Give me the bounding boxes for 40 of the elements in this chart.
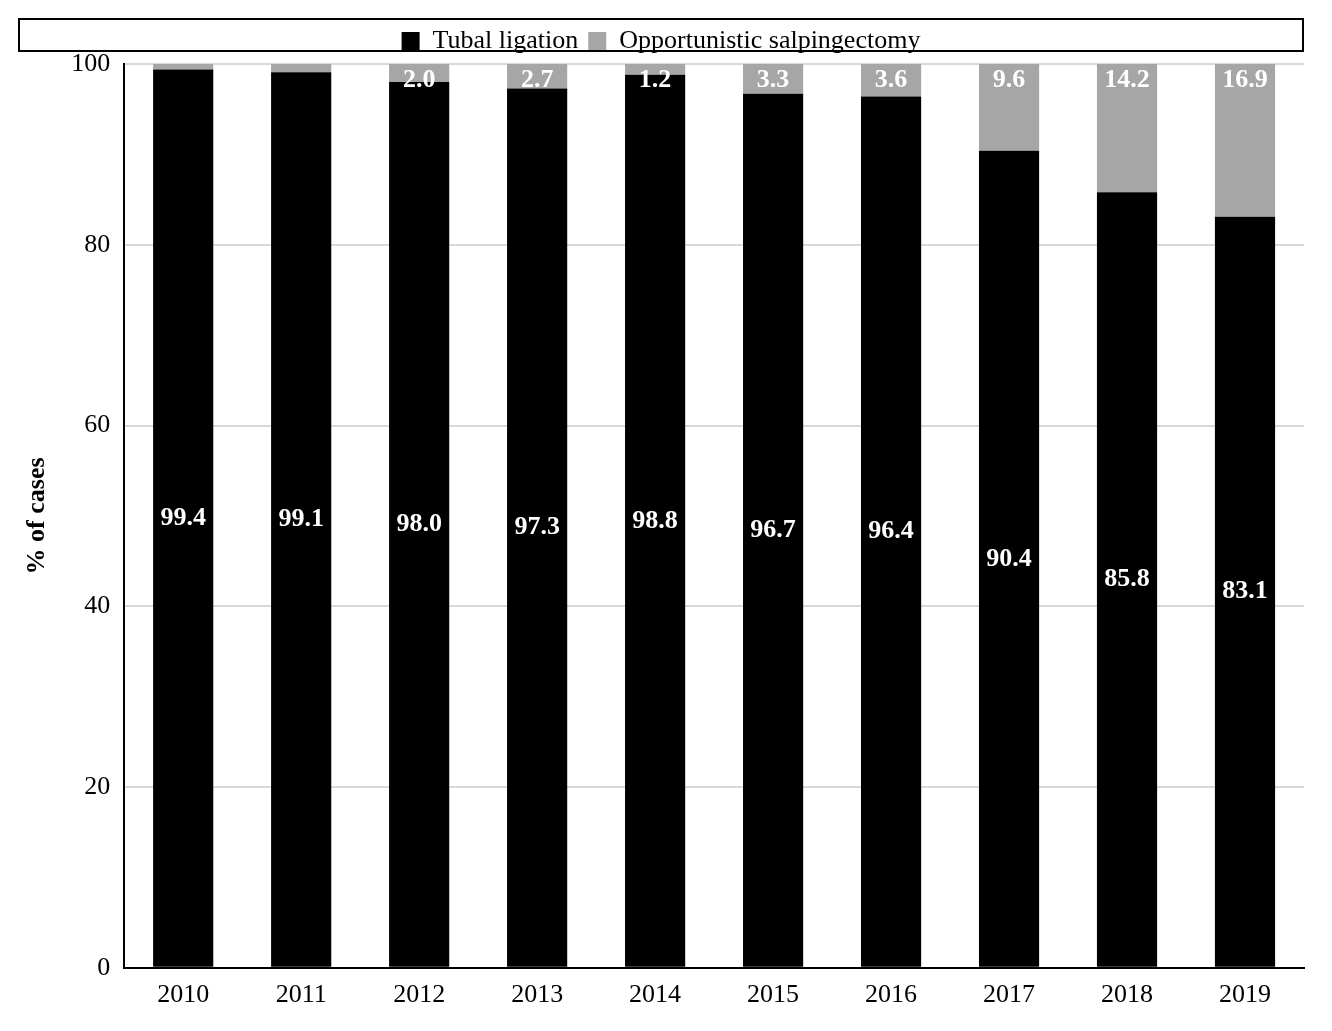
data-label: 99.1 (278, 503, 324, 533)
data-label: 97.3 (514, 511, 560, 541)
data-label: 98.0 (396, 508, 442, 538)
bar (1214, 64, 1276, 217)
x-tick-label: 2011 (275, 979, 327, 1009)
data-label: 9.6 (992, 63, 1026, 93)
data-label: 14.2 (1104, 63, 1150, 93)
x-tick-label: 2014 (629, 979, 682, 1009)
x-tick-label: 2010 (157, 979, 210, 1009)
data-label: 2.7 (520, 63, 554, 93)
y-tick-label: 40 (84, 590, 111, 620)
data-label: 98.8 (632, 504, 678, 534)
x-tick-label: 2013 (511, 979, 564, 1009)
x-tick-label: 2015 (747, 979, 800, 1009)
data-label: 96.7 (750, 514, 796, 544)
data-label: 3.3 (756, 63, 790, 93)
y-axis-title: % of cases (21, 457, 51, 575)
data-label: 83.1 (1222, 575, 1268, 605)
y-tick-label: 0 (97, 951, 111, 981)
x-tick-label: 2012 (393, 979, 446, 1009)
bar (271, 64, 332, 73)
data-label: 99.4 (160, 501, 206, 531)
y-tick-label: 60 (84, 409, 111, 439)
data-label: 90.4 (986, 542, 1032, 572)
bar (978, 64, 1040, 151)
y-tick-label: 100 (71, 47, 111, 77)
data-label: 3.6 (874, 63, 908, 93)
x-tick-label: 2017 (983, 979, 1036, 1009)
legend-label: Tubal ligation (432, 24, 579, 54)
y-tick-label: 20 (84, 770, 111, 800)
x-tick-label: 2018 (1101, 979, 1154, 1009)
x-tick-label: 2019 (1219, 979, 1272, 1009)
bar (153, 64, 214, 70)
data-label: 96.4 (868, 515, 914, 545)
x-tick-label: 2016 (865, 979, 918, 1009)
legend-label: Opportunistic salpingectomy (619, 24, 921, 54)
data-label: 85.8 (1104, 563, 1150, 593)
bar (1096, 64, 1158, 193)
y-tick-label: 80 (84, 228, 111, 258)
data-label: 16.9 (1222, 63, 1268, 93)
